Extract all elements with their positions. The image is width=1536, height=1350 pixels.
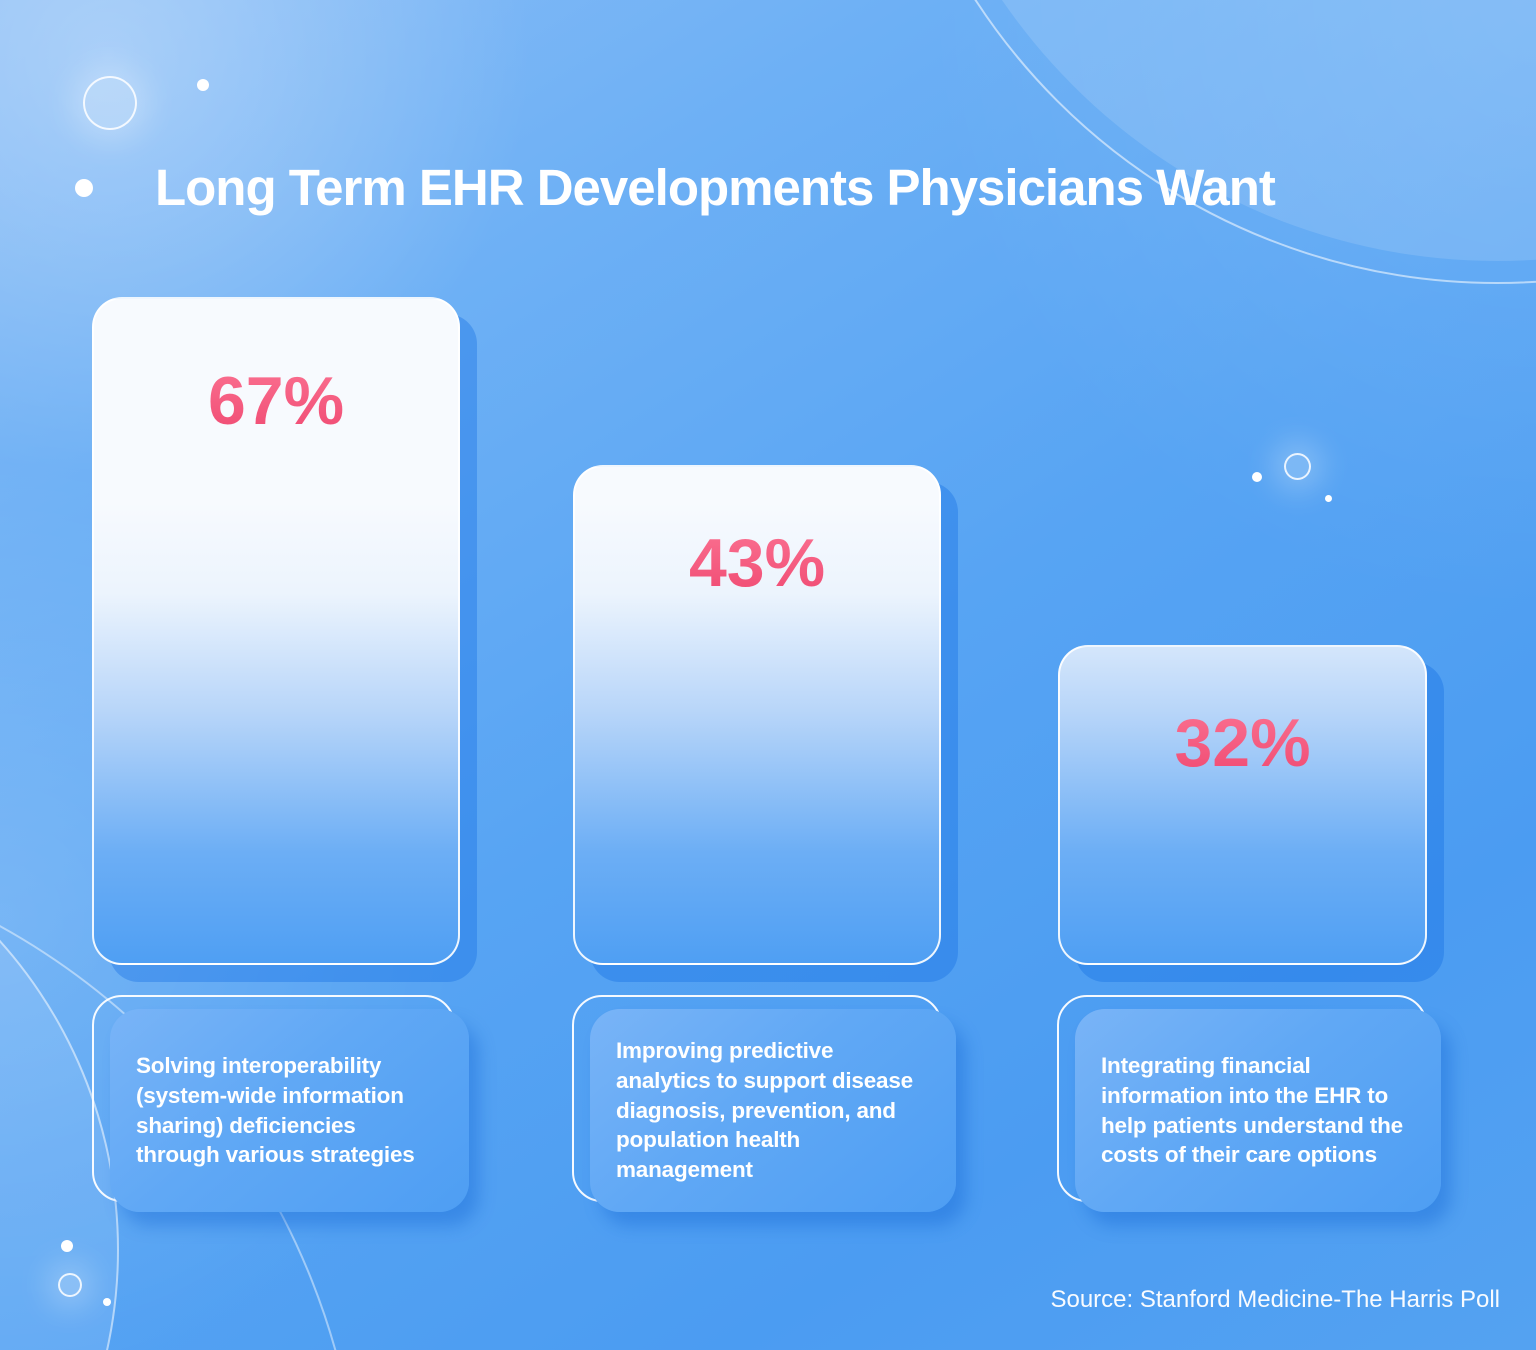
- decor-dot-bottom-left-1: [61, 1240, 73, 1252]
- bar-financial-information: 32%: [1058, 645, 1427, 965]
- decor-dot-bottom-left-2: [103, 1298, 111, 1306]
- top-right-arc-line: [874, 0, 1536, 284]
- description-card-fill: Improving predictive analytics to suppor…: [590, 1009, 956, 1212]
- description-card-interoperability: Solving interoperability (system-wide in…: [92, 995, 469, 1212]
- decor-dot-mid-right-2: [1325, 495, 1332, 502]
- decor-ring-top-left: [83, 76, 137, 130]
- description-card-financial-information: Integrating financial information into t…: [1057, 995, 1441, 1212]
- decor-dot-top-left: [197, 79, 209, 91]
- bar-description: Solving interoperability (system-wide in…: [136, 1052, 415, 1168]
- bar-value-label: 67%: [207, 363, 345, 439]
- bar-interoperability: 67%: [92, 297, 460, 965]
- description-card-fill: Solving interoperability (system-wide in…: [110, 1009, 469, 1212]
- title-bullet-icon: [75, 178, 93, 197]
- description-card-fill: Integrating financial information into t…: [1075, 1009, 1441, 1212]
- chart-header: Long Term EHR Developments Physicians Wa…: [75, 158, 1276, 217]
- bar-value-label: 43%: [688, 525, 826, 601]
- bar-description: Integrating financial information into t…: [1101, 1052, 1403, 1168]
- bar-predictive-analytics: 43%: [573, 465, 941, 965]
- source-attribution: Source: Stanford Medicine-The Harris Pol…: [1050, 1286, 1500, 1313]
- chart-title: Long Term EHR Developments Physicians Wa…: [155, 159, 1276, 216]
- decor-dot-mid-right-1: [1252, 472, 1262, 482]
- decor-ring-mid-right: [1284, 453, 1311, 480]
- bar-value-label: 32%: [1174, 705, 1311, 781]
- bar-description: Improving predictive analytics to suppor…: [616, 1037, 913, 1183]
- decor-ring-bottom-left: [58, 1273, 82, 1297]
- description-card-predictive-analytics: Improving predictive analytics to suppor…: [572, 995, 956, 1212]
